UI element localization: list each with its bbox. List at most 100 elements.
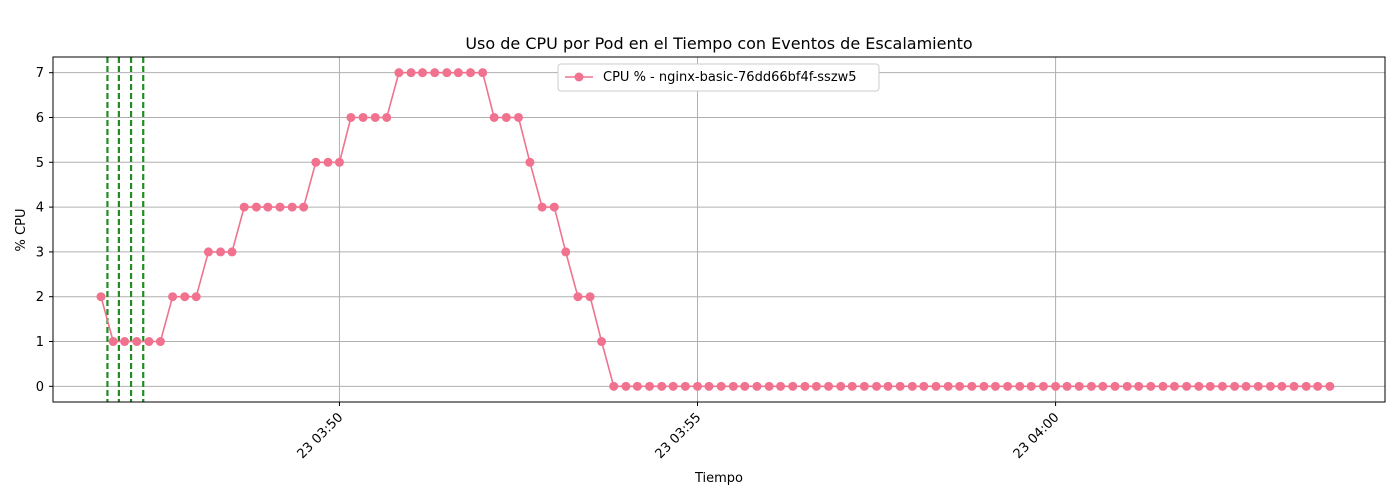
data-point	[872, 381, 882, 391]
data-point	[108, 337, 118, 347]
data-point	[1015, 381, 1025, 391]
data-point	[800, 381, 810, 391]
y-tick-label: 4	[36, 201, 44, 216]
data-point	[1289, 381, 1299, 391]
data-point	[1026, 381, 1036, 391]
data-point	[668, 381, 678, 391]
data-point	[585, 292, 595, 302]
data-point	[883, 381, 893, 391]
data-point	[120, 337, 130, 347]
data-point	[967, 381, 977, 391]
data-point	[716, 381, 726, 391]
data-point	[1062, 381, 1072, 391]
data-point	[311, 157, 321, 167]
data-point	[573, 292, 583, 302]
data-point	[895, 381, 905, 391]
data-point	[859, 381, 869, 391]
data-point	[144, 337, 154, 347]
data-point	[632, 381, 642, 391]
data-point	[251, 202, 261, 212]
data-point	[358, 112, 368, 122]
series-line	[100, 71, 1330, 388]
data-point	[1182, 381, 1192, 391]
data-point	[525, 157, 535, 167]
legend-marker	[574, 72, 584, 82]
data-point	[561, 247, 571, 257]
data-point	[1194, 381, 1204, 391]
x-tick-label: 23 03:50	[295, 410, 347, 462]
data-point	[609, 381, 619, 391]
data-point	[1169, 381, 1179, 391]
data-point	[657, 381, 667, 391]
data-point	[776, 381, 786, 391]
y-tick-label: 5	[36, 156, 44, 171]
data-point	[1205, 381, 1215, 391]
data-point	[489, 112, 499, 122]
data-point	[1253, 381, 1263, 391]
data-point	[621, 381, 631, 391]
data-point	[1051, 381, 1061, 391]
data-point	[1134, 381, 1144, 391]
y-axis-label: % CPU	[14, 209, 29, 252]
data-point	[334, 157, 344, 167]
data-point	[597, 337, 607, 347]
data-point	[1086, 381, 1096, 391]
data-point	[478, 68, 488, 78]
data-point	[1241, 381, 1251, 391]
data-point	[96, 292, 106, 302]
legend-label: CPU % - nginx-basic-76dd66bf4f-sszw5	[603, 70, 857, 85]
data-point	[180, 292, 190, 302]
scaling-events	[106, 57, 145, 402]
data-point	[442, 68, 452, 78]
data-point	[990, 381, 1000, 391]
series-cpu	[96, 68, 1335, 391]
data-point	[847, 381, 857, 391]
data-point	[824, 381, 834, 391]
y-tick-label: 0	[36, 380, 44, 395]
data-point	[168, 292, 178, 302]
data-point	[382, 112, 392, 122]
data-point	[836, 381, 846, 391]
data-point	[453, 68, 463, 78]
data-point	[1074, 381, 1084, 391]
grid-lines	[53, 57, 1385, 402]
x-tick-label: 23 03:55	[653, 410, 705, 462]
data-point	[346, 112, 356, 122]
data-point	[955, 381, 965, 391]
data-point	[740, 381, 750, 391]
data-point	[680, 381, 690, 391]
data-point	[788, 381, 798, 391]
data-point	[132, 337, 142, 347]
x-tick-label: 23 04:00	[1011, 410, 1063, 462]
data-point	[811, 381, 821, 391]
data-point	[704, 381, 714, 391]
data-point	[466, 68, 476, 78]
data-point	[191, 292, 201, 302]
data-point	[287, 202, 297, 212]
y-tick-label: 6	[36, 111, 44, 126]
data-point	[1003, 381, 1013, 391]
data-point	[728, 381, 738, 391]
data-point	[501, 112, 511, 122]
data-point	[370, 112, 380, 122]
legend: CPU % - nginx-basic-76dd66bf4f-sszw5	[557, 63, 880, 92]
y-tick-label: 1	[36, 335, 44, 350]
data-point	[203, 247, 213, 257]
x-axis-ticks: 23 03:50 23 03:55 23 04:00	[295, 402, 1063, 462]
data-point	[1122, 381, 1132, 391]
data-point	[645, 381, 655, 391]
data-point	[919, 381, 929, 391]
data-point	[979, 381, 989, 391]
data-point	[227, 247, 237, 257]
x-axis-label: Tiempo	[694, 471, 743, 486]
data-point	[693, 381, 703, 391]
data-point	[406, 68, 416, 78]
data-point	[1265, 381, 1275, 391]
data-point	[263, 202, 273, 212]
legend-box	[557, 63, 880, 92]
data-point	[1038, 381, 1048, 391]
data-point	[1110, 381, 1120, 391]
data-point	[943, 381, 953, 391]
data-point	[537, 202, 547, 212]
